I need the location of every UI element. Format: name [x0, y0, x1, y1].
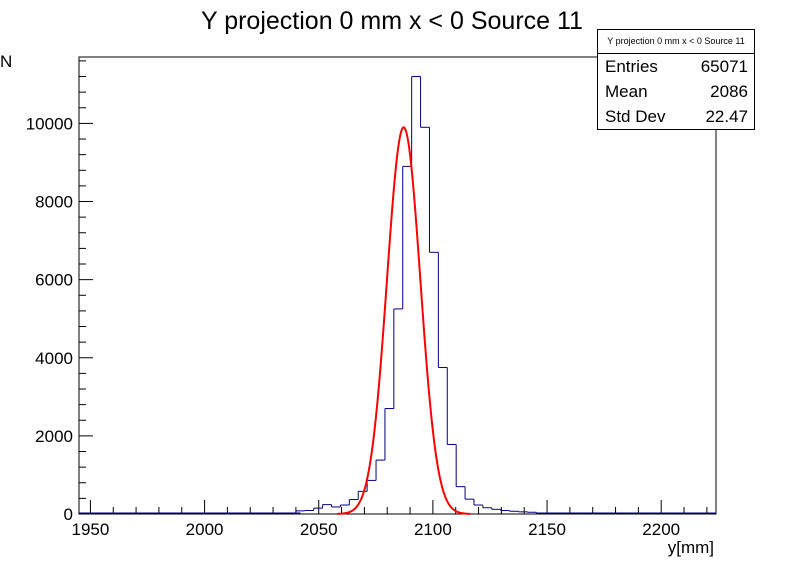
y-tick-label: 2000 — [35, 427, 73, 446]
x-tick-label: 2150 — [528, 520, 566, 539]
stats-box-title: Y projection 0 mm x < 0 Source 11 — [598, 30, 754, 54]
x-tick-label: 2000 — [186, 520, 224, 539]
stats-entries-label: Entries — [605, 57, 658, 76]
x-axis-label: y[mm] — [668, 538, 714, 557]
stats-stddev-value: 22.47 — [705, 107, 748, 126]
chart-title: Y projection 0 mm x < 0 Source 11 — [201, 7, 583, 35]
stats-mean-value: 2086 — [710, 82, 748, 101]
stats-row-mean: Mean 2086 — [598, 79, 754, 104]
y-tick-label: 6000 — [35, 271, 73, 290]
y-tick-label: 0 — [64, 505, 73, 524]
stats-box: Y projection 0 mm x < 0 Source 11 Entrie… — [597, 29, 755, 130]
x-tick-label: 1950 — [72, 520, 110, 539]
stats-mean-label: Mean — [605, 82, 648, 101]
y-tick-label: 8000 — [35, 193, 73, 212]
plot-frame — [78, 56, 717, 515]
gaussian-fit-curve — [336, 126, 471, 515]
x-tick-label: 2050 — [300, 520, 338, 539]
x-tick-label: 2100 — [414, 520, 452, 539]
y-tick-label: 10000 — [26, 114, 73, 133]
stats-entries-value: 65071 — [700, 57, 748, 76]
stats-row-stddev: Std Dev 22.47 — [598, 104, 754, 129]
x-tick-label: 2200 — [642, 520, 680, 539]
y-axis-label: N — [0, 52, 12, 71]
y-tick-label: 4000 — [35, 349, 73, 368]
stats-stddev-label: Std Dev — [605, 107, 666, 126]
stats-row-entries: Entries 65071 — [598, 54, 754, 79]
